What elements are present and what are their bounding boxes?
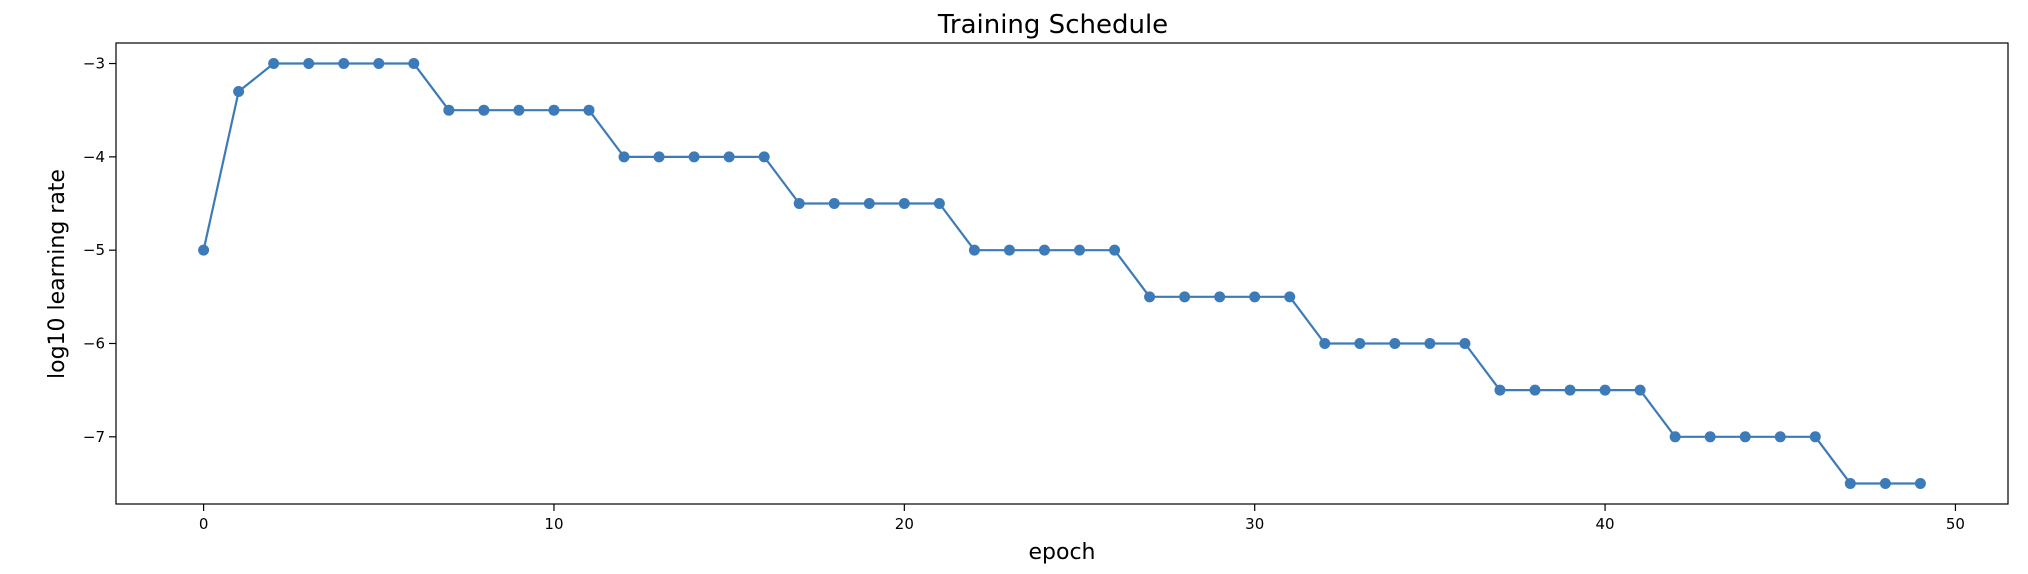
y-tick-label: −7	[83, 428, 105, 446]
data-point	[1564, 384, 1576, 396]
data-point	[1319, 337, 1331, 349]
y-axis: −7 −6 −5 −4 −3	[83, 55, 116, 446]
data-point	[758, 151, 770, 163]
data-point	[1354, 337, 1366, 349]
data-point	[828, 198, 840, 210]
data-point	[1144, 291, 1156, 303]
x-tick-label: 0	[199, 515, 209, 533]
data-point	[513, 104, 525, 116]
data-point	[1494, 384, 1506, 396]
data-point	[1634, 384, 1646, 396]
data-point	[1109, 244, 1121, 256]
x-tick-label: 10	[544, 515, 563, 533]
data-point	[1284, 291, 1296, 303]
data-point	[1774, 431, 1786, 443]
data-point	[793, 198, 805, 210]
data-point	[1844, 477, 1856, 489]
data-point	[548, 104, 560, 116]
data-point	[1529, 384, 1541, 396]
y-tick-label: −3	[83, 55, 105, 73]
y-tick-label: −4	[83, 148, 105, 166]
data-point	[1704, 431, 1716, 443]
data-point	[233, 86, 245, 98]
data-point	[268, 58, 280, 70]
x-tick-label: 40	[1596, 515, 1615, 533]
x-tick-label: 20	[895, 515, 914, 533]
data-point	[1599, 384, 1611, 396]
data-point	[1074, 244, 1086, 256]
data-point	[1249, 291, 1261, 303]
plot-area-frame	[115, 42, 2009, 505]
x-tick-label: 30	[1245, 515, 1264, 533]
x-axis-label: epoch	[1029, 540, 1096, 565]
data-point	[303, 58, 315, 70]
data-point	[1179, 291, 1191, 303]
data-point	[1459, 337, 1471, 349]
data-point	[1669, 431, 1681, 443]
data-point	[688, 151, 700, 163]
data-point	[618, 151, 630, 163]
data-point	[338, 58, 350, 70]
chart-title: Training Schedule	[937, 10, 1168, 40]
data-point	[408, 58, 420, 70]
x-tick-label: 50	[1946, 515, 1965, 533]
data-point	[1003, 244, 1015, 256]
data-point	[478, 104, 490, 116]
y-tick-label: −5	[83, 241, 105, 259]
data-point	[933, 198, 945, 210]
data-point	[1739, 431, 1751, 443]
data-point	[653, 151, 665, 163]
data-point	[198, 244, 210, 256]
x-axis: 0 10 20 30 40 50	[199, 504, 1965, 533]
series-line	[202, 62, 1921, 485]
data-point	[723, 151, 735, 163]
data-point	[1214, 291, 1226, 303]
data-point	[863, 198, 875, 210]
data-point	[583, 104, 595, 116]
y-tick-label: −6	[83, 334, 105, 352]
series-learning-rate	[198, 58, 1926, 489]
data-point	[1914, 477, 1926, 489]
y-axis-label: log10 learning rate	[45, 169, 70, 379]
data-point	[1389, 337, 1401, 349]
data-point	[968, 244, 980, 256]
data-point	[1809, 431, 1821, 443]
data-point	[373, 58, 385, 70]
data-point	[898, 198, 910, 210]
data-point	[1424, 337, 1436, 349]
data-point	[1038, 244, 1050, 256]
data-point	[443, 104, 455, 116]
data-point	[1879, 477, 1891, 489]
